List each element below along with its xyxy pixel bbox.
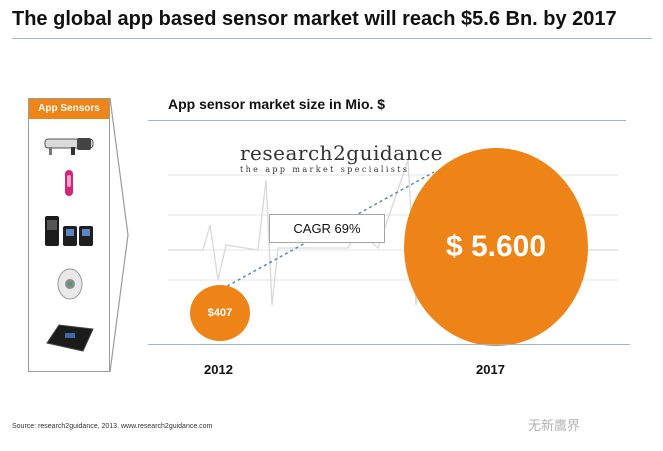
brand-tagline: the app market specialists <box>240 165 410 174</box>
app-sensors-panel: App Sensors <box>28 98 110 372</box>
chart-title: App sensor market size in Mio. $ <box>168 96 386 112</box>
bubble-2017-label: $ 5.600 <box>445 230 547 263</box>
cagr-annotation: CAGR 69% <box>269 214 385 243</box>
chart-top-rule <box>148 120 626 121</box>
clip-tracker-icon <box>57 268 83 300</box>
x-label-2012: 2012 <box>204 362 233 377</box>
smart-scale-icon <box>46 324 94 352</box>
smart-sensor-devices-icon <box>45 216 93 246</box>
brand-logo: research2guidance the app market special… <box>240 143 443 174</box>
bubble-2012-label: $407 <box>207 307 233 319</box>
smart-glasses-icon <box>44 138 94 155</box>
watermark: 无新鷹界 <box>528 418 581 433</box>
bubble-2017: $ 5.600 <box>404 148 588 346</box>
panel-chevron <box>109 98 129 372</box>
brand-name: research2guidance <box>240 141 444 165</box>
page-title: The global app based sensor market will … <box>12 8 617 30</box>
title-divider <box>12 38 652 39</box>
app-sensors-header: App Sensors <box>29 99 109 119</box>
chart-baseline <box>148 344 630 345</box>
x-label-2017: 2017 <box>476 362 505 377</box>
fitness-band-icon <box>65 170 73 196</box>
bubble-2012: $407 <box>190 285 250 341</box>
source-note: Source: research2guidance, 2013. www.res… <box>12 423 213 430</box>
